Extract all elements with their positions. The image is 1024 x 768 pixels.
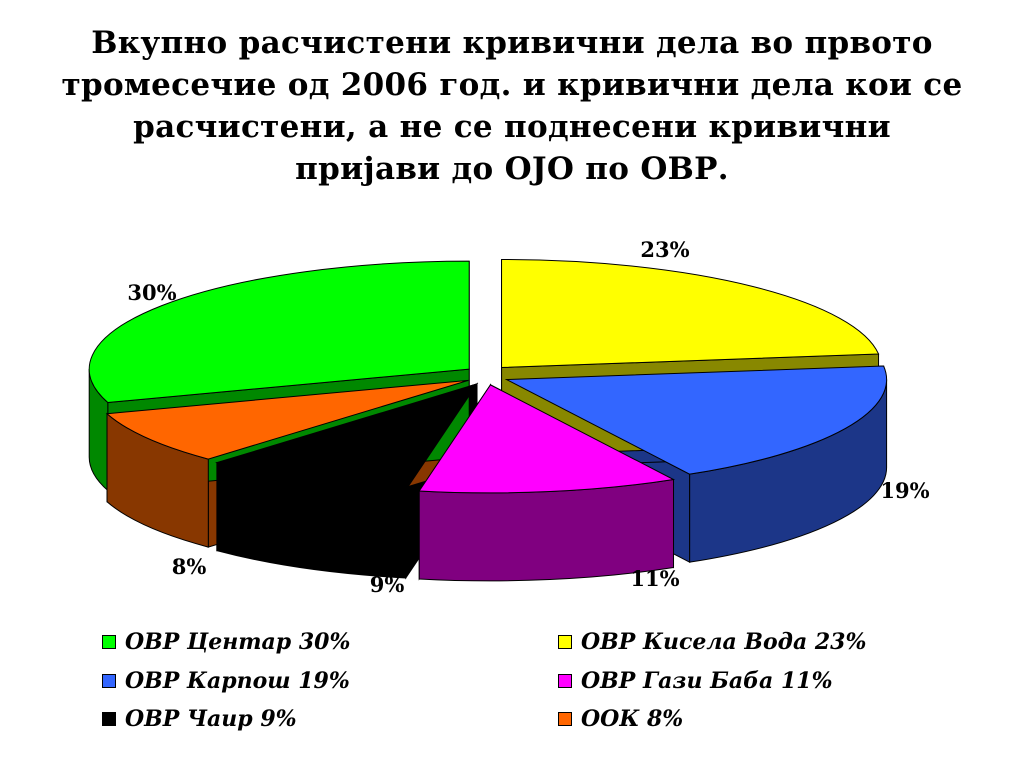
slice-овр-гази-баба [418,384,676,494]
value-label-овр-гази-баба: 11% [630,566,679,591]
value-label-овр-чаир: 9% [370,572,405,597]
slice-оок [105,379,469,460]
value-label-оок: 8% [172,554,207,579]
slice-овр-чаир [215,383,479,491]
slice-овр-центар [88,260,470,404]
chart-title: Вкупно расчистени кривични дела во првот… [61,25,963,187]
slice-овр-карпош [504,365,888,475]
value-label-овр-карпош: 19% [880,478,929,503]
pie-value-labels: 30% 23% 19% 11% 9% 8% [127,237,929,597]
value-label-овр-центар: 30% [127,280,176,305]
pie-tops [88,258,888,494]
value-label-овр-кисела-вода: 23% [640,237,689,262]
slice-овр-кисела-вода [501,258,880,369]
